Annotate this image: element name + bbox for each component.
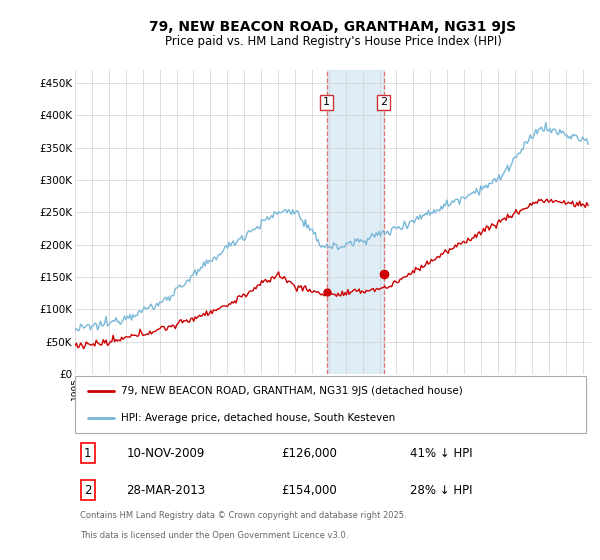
Text: 1: 1	[84, 447, 92, 460]
FancyBboxPatch shape	[75, 376, 586, 433]
Text: £126,000: £126,000	[281, 447, 337, 460]
Text: £154,000: £154,000	[281, 484, 337, 497]
Text: This data is licensed under the Open Government Licence v3.0.: This data is licensed under the Open Gov…	[80, 531, 349, 540]
Text: 28% ↓ HPI: 28% ↓ HPI	[410, 484, 473, 497]
Text: 2: 2	[380, 97, 388, 108]
Text: 10-NOV-2009: 10-NOV-2009	[127, 447, 205, 460]
Text: 79, NEW BEACON ROAD, GRANTHAM, NG31 9JS (detached house): 79, NEW BEACON ROAD, GRANTHAM, NG31 9JS …	[121, 386, 463, 396]
Text: Contains HM Land Registry data © Crown copyright and database right 2025.: Contains HM Land Registry data © Crown c…	[80, 511, 407, 520]
Text: 1: 1	[323, 97, 330, 108]
Text: 79, NEW BEACON ROAD, GRANTHAM, NG31 9JS: 79, NEW BEACON ROAD, GRANTHAM, NG31 9JS	[149, 20, 517, 34]
Text: 41% ↓ HPI: 41% ↓ HPI	[410, 447, 473, 460]
Text: Price paid vs. HM Land Registry's House Price Index (HPI): Price paid vs. HM Land Registry's House …	[164, 35, 502, 48]
Bar	[327, 70, 384, 374]
Text: 2: 2	[84, 484, 92, 497]
Text: HPI: Average price, detached house, South Kesteven: HPI: Average price, detached house, Sout…	[121, 413, 395, 423]
Text: 28-MAR-2013: 28-MAR-2013	[127, 484, 206, 497]
